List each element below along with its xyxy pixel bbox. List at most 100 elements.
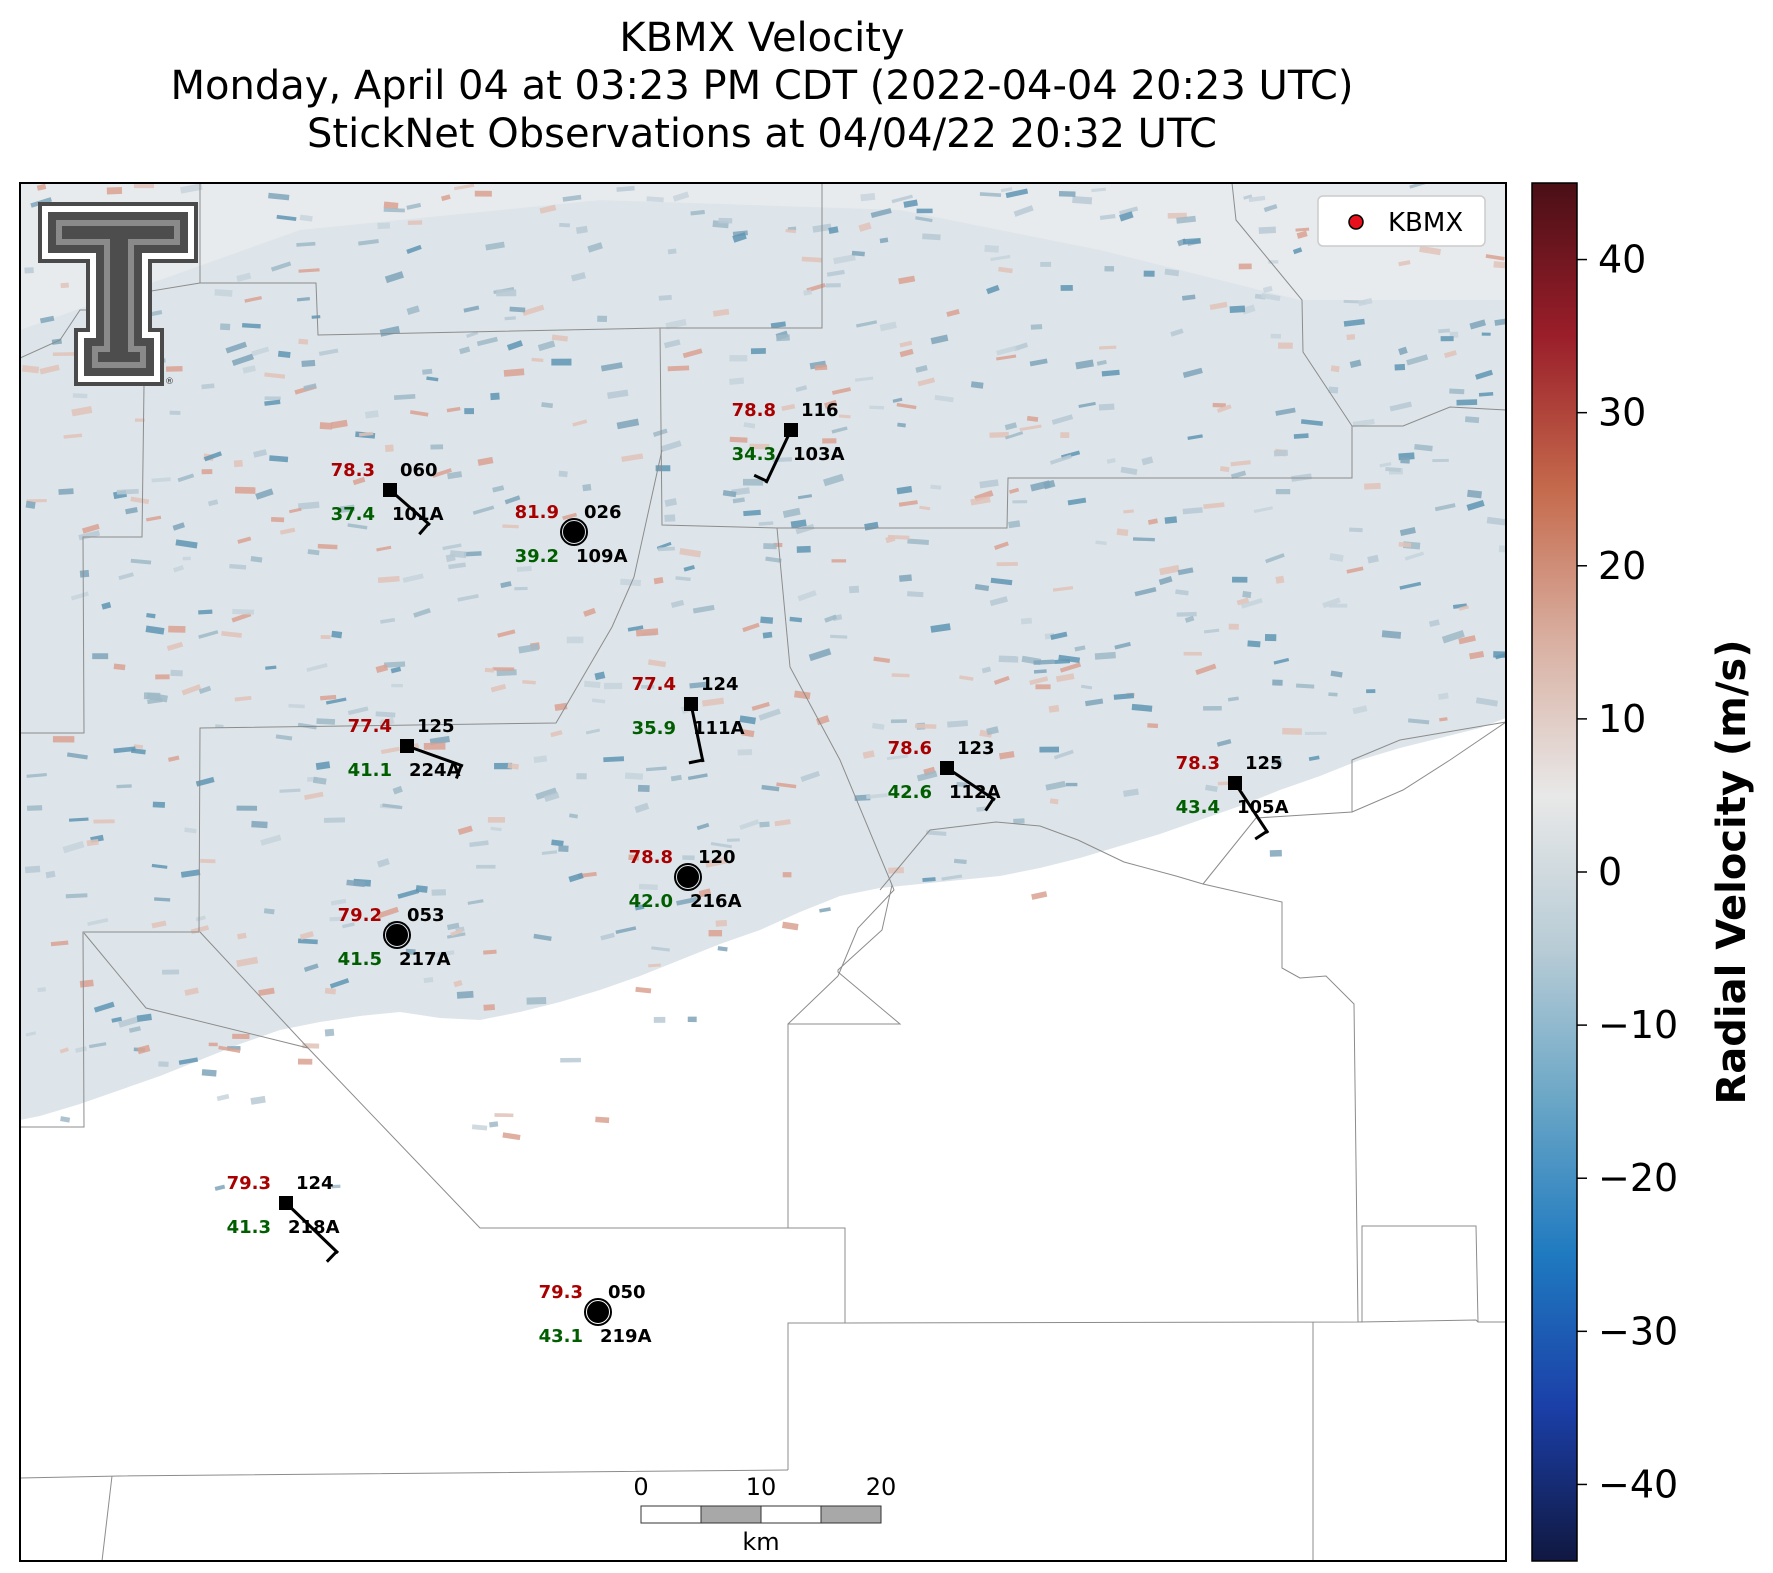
colorbar-label: Radial Velocity (m/s) <box>1709 639 1755 1104</box>
station-dewpoint: 43.4 <box>1176 797 1220 818</box>
station-square-marker-icon <box>684 697 698 711</box>
radar-site-marker-icon <box>1348 214 1364 230</box>
station-id: 103A <box>793 444 845 465</box>
wind-barb-flag-icon <box>418 522 430 536</box>
station-wind-direction: 026 <box>584 502 622 523</box>
station-id: 111A <box>693 718 745 739</box>
station-219a[interactable]: 79.3 050 43.1 219A <box>539 1282 652 1347</box>
station-temperature: 77.4 <box>632 674 676 695</box>
station-218a[interactable]: 79.3 124 41.3 218A <box>227 1173 340 1263</box>
station-temperature: 79.3 <box>539 1282 583 1303</box>
station-wind-direction: 125 <box>1245 753 1283 774</box>
scale-tick-0: 0 <box>633 1473 648 1501</box>
station-wind-direction: 050 <box>608 1282 646 1303</box>
title-radar-product: KBMX Velocity <box>619 15 905 61</box>
wind-barb-flag-icon <box>1254 830 1268 841</box>
scale-unit: km <box>742 1528 779 1556</box>
colorbar-gradient <box>1532 183 1577 1561</box>
station-circle-marker-icon <box>587 1301 609 1323</box>
legend-box: KBMX <box>1317 195 1486 247</box>
station-temperature: 78.8 <box>629 847 673 868</box>
colorbar-tick-label: −30 <box>1598 1309 1678 1353</box>
colorbar-tick-label: −20 <box>1598 1156 1678 1200</box>
title-scan-time: Monday, April 04 at 03:23 PM CDT (2022-0… <box>170 63 1354 109</box>
map-frame <box>19 182 1507 1562</box>
calm-wind-ring-icon <box>383 921 411 949</box>
station-217a[interactable]: 79.2 053 41.5 217A <box>338 905 451 970</box>
wind-barb-flag-icon <box>325 1250 338 1263</box>
sticknet-stations: 78.3 060 37.4 101A 81.9 026 39.2 109A 78.8 116 34.… <box>227 400 1289 1347</box>
colorbar-tick-label: −10 <box>1598 1003 1678 1047</box>
station-dewpoint: 41.1 <box>348 760 392 781</box>
station-wind-direction: 125 <box>417 716 455 737</box>
station-dewpoint: 42.0 <box>629 891 673 912</box>
station-temperature: 79.2 <box>338 905 382 926</box>
wind-barb-icon <box>764 429 793 484</box>
colorbar-tick-label: 10 <box>1598 697 1646 741</box>
radar-velocity-speckle <box>21 183 1506 1191</box>
station-circle-marker-icon <box>386 924 408 946</box>
wind-barb-icon <box>284 1201 340 1255</box>
station-dewpoint: 43.1 <box>539 1326 583 1347</box>
registered-mark: ® <box>165 377 174 387</box>
station-101a[interactable]: 78.3 060 37.4 101A <box>331 460 444 536</box>
wind-barb-icon <box>946 766 996 802</box>
county-borders <box>20 183 1506 1561</box>
station-id: 112A <box>949 782 1001 803</box>
double-t-logo: ® <box>38 202 198 387</box>
station-111a[interactable]: 77.4 124 35.9 111A <box>632 674 745 765</box>
station-dewpoint: 42.6 <box>888 782 932 803</box>
calm-wind-ring-icon <box>560 518 588 546</box>
station-temperature: 78.3 <box>1176 753 1220 774</box>
station-temperature: 78.8 <box>732 400 776 421</box>
station-id: 224A <box>409 760 461 781</box>
colorbar-tick-label: 20 <box>1598 544 1646 588</box>
station-wind-direction: 124 <box>701 674 739 695</box>
station-id: 216A <box>690 891 742 912</box>
wind-barb-flag-icon <box>454 764 463 780</box>
station-dewpoint: 39.2 <box>515 546 559 567</box>
station-id: 217A <box>399 949 451 970</box>
wind-barb-flag-icon <box>984 798 995 812</box>
station-wind-direction: 060 <box>400 460 438 481</box>
calm-wind-ring-icon <box>674 863 702 891</box>
station-wind-direction: 123 <box>957 738 995 759</box>
station-216a[interactable]: 78.8 120 42.0 216A <box>629 847 742 912</box>
station-112a[interactable]: 78.6 123 42.6 112A <box>888 738 1001 812</box>
wind-barb-icon <box>1233 782 1270 834</box>
station-dewpoint: 34.3 <box>732 444 776 465</box>
colorbar-tick-label: −40 <box>1598 1462 1678 1506</box>
station-103a[interactable]: 78.8 116 34.3 103A <box>732 400 845 484</box>
station-dewpoint: 41.5 <box>338 949 382 970</box>
calm-wind-ring-icon <box>584 1298 612 1326</box>
wind-barb-flag-icon <box>688 758 703 765</box>
station-circle-marker-icon <box>677 866 699 888</box>
figure-title: KBMX Velocity Monday, April 04 at 03:23 … <box>18 14 1506 158</box>
legend-label: KBMX <box>1388 208 1463 238</box>
station-105a[interactable]: 78.3 125 43.4 105A <box>1176 753 1289 841</box>
title-observation-time: StickNet Observations at 04/04/22 20:32 … <box>307 111 1217 157</box>
wind-barb-icon <box>406 744 464 768</box>
station-224a[interactable]: 77.4 125 41.1 224A <box>348 716 464 781</box>
colorbar: 40 30 20 10 0 −10 −20 −30 −40 Radial Velocity (m… <box>1531 182 1755 1562</box>
station-dewpoint: 37.4 <box>331 504 375 525</box>
radar-echo-region <box>20 183 1506 1120</box>
station-wind-direction: 116 <box>801 400 839 421</box>
station-id: 105A <box>1237 797 1289 818</box>
station-temperature: 81.9 <box>515 502 559 523</box>
wind-barb-flag-icon <box>753 473 768 483</box>
map-panel[interactable]: 78.3 060 37.4 101A 81.9 026 39.2 109A 78.8 116 34.… <box>19 180 1515 1562</box>
colorbar-tick-label: 40 <box>1598 238 1646 282</box>
station-temperature: 79.3 <box>227 1173 271 1194</box>
station-square-marker-icon <box>383 483 397 497</box>
station-id: 101A <box>392 504 444 525</box>
station-square-marker-icon <box>1228 776 1242 790</box>
station-id: 109A <box>576 546 628 567</box>
station-square-marker-icon <box>784 423 798 437</box>
station-109a[interactable]: 81.9 026 39.2 109A <box>515 502 628 567</box>
station-temperature: 78.3 <box>331 460 375 481</box>
colorbar-tick-label: 30 <box>1598 391 1646 435</box>
station-square-marker-icon <box>400 739 414 753</box>
station-dewpoint: 35.9 <box>632 718 676 739</box>
